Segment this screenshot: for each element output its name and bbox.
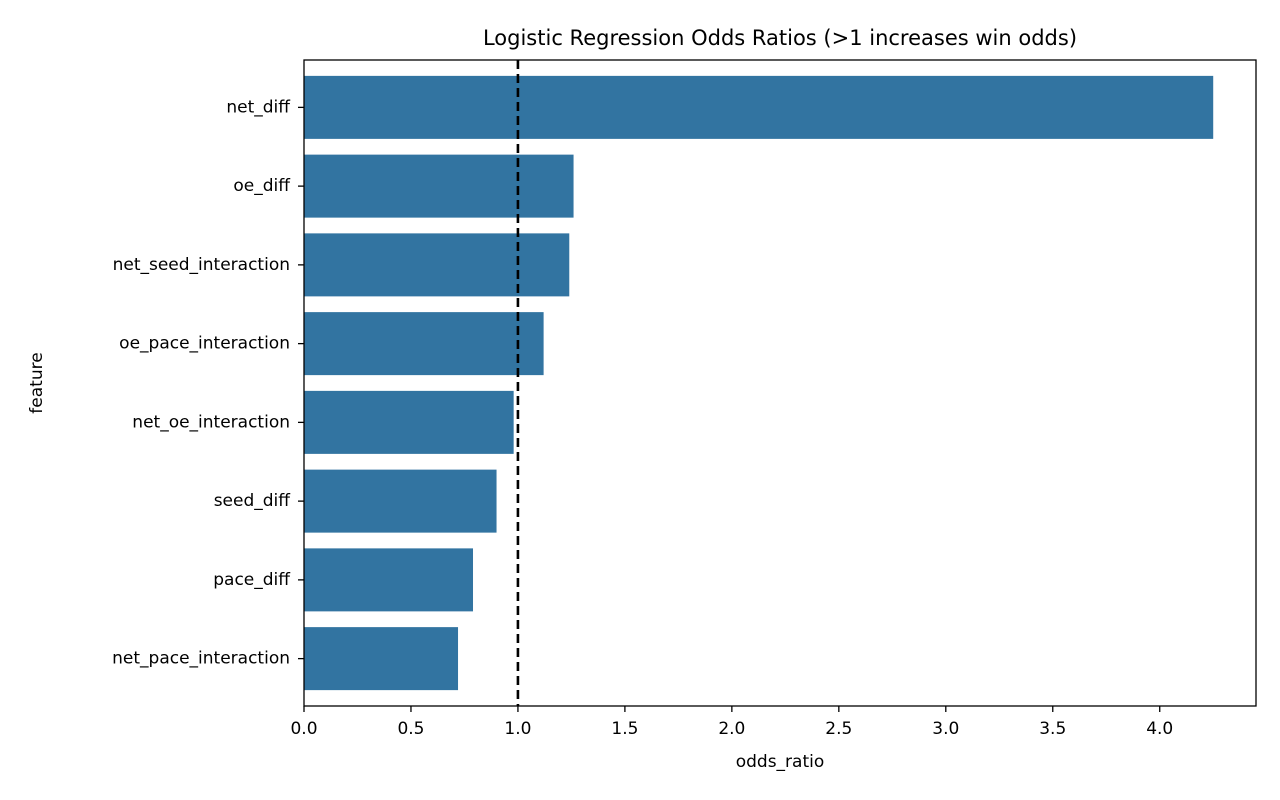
x-tick-label: 1.5 [611,719,638,739]
plot-frame [303,59,1257,707]
y-tick-label: oe_diff [233,176,291,196]
x-tick-label: 1.0 [504,719,531,739]
bar-pace_diff [304,548,474,612]
y-tick-label: net_pace_interaction [112,649,290,669]
y-tick-label: net_oe_interaction [132,412,290,432]
y-tick-label: oe_pace_interaction [119,334,290,354]
bar-net_seed_interaction [304,233,570,297]
bar-oe_diff [304,154,574,218]
y-axis-label: feature [27,352,47,413]
x-axis-label: odds_ratio [736,752,825,772]
x-tick-label: 2.5 [825,719,852,739]
y-tick-label: net_seed_interaction [113,255,290,275]
bar-oe_pace_interaction [304,312,544,376]
y-tick-label: net_diff [226,97,291,117]
chart-title: Logistic Regression Odds Ratios (>1 incr… [483,26,1077,50]
x-tick-label: 0.0 [290,719,317,739]
x-tick-label: 2.0 [718,719,745,739]
bar-net_oe_interaction [304,390,514,454]
bar-seed_diff [304,469,497,533]
y-tick-label: seed_diff [214,491,292,511]
bar-net_diff [304,75,1214,139]
x-axis-ticks: 0.0 0.5 1.0 1.5 2.0 2.5 3.0 3.5 4.0 [290,706,1173,739]
bars [304,75,1214,691]
bar-net_pace_interaction [304,627,459,691]
y-axis-ticks: net_diff oe_diff net_seed_interaction oe_pa… [112,97,304,669]
x-tick-label: 0.5 [397,719,424,739]
x-tick-label: 3.5 [1039,719,1066,739]
x-tick-label: 4.0 [1146,719,1173,739]
x-tick-label: 3.0 [932,719,959,739]
y-tick-label: pace_diff [213,570,291,590]
